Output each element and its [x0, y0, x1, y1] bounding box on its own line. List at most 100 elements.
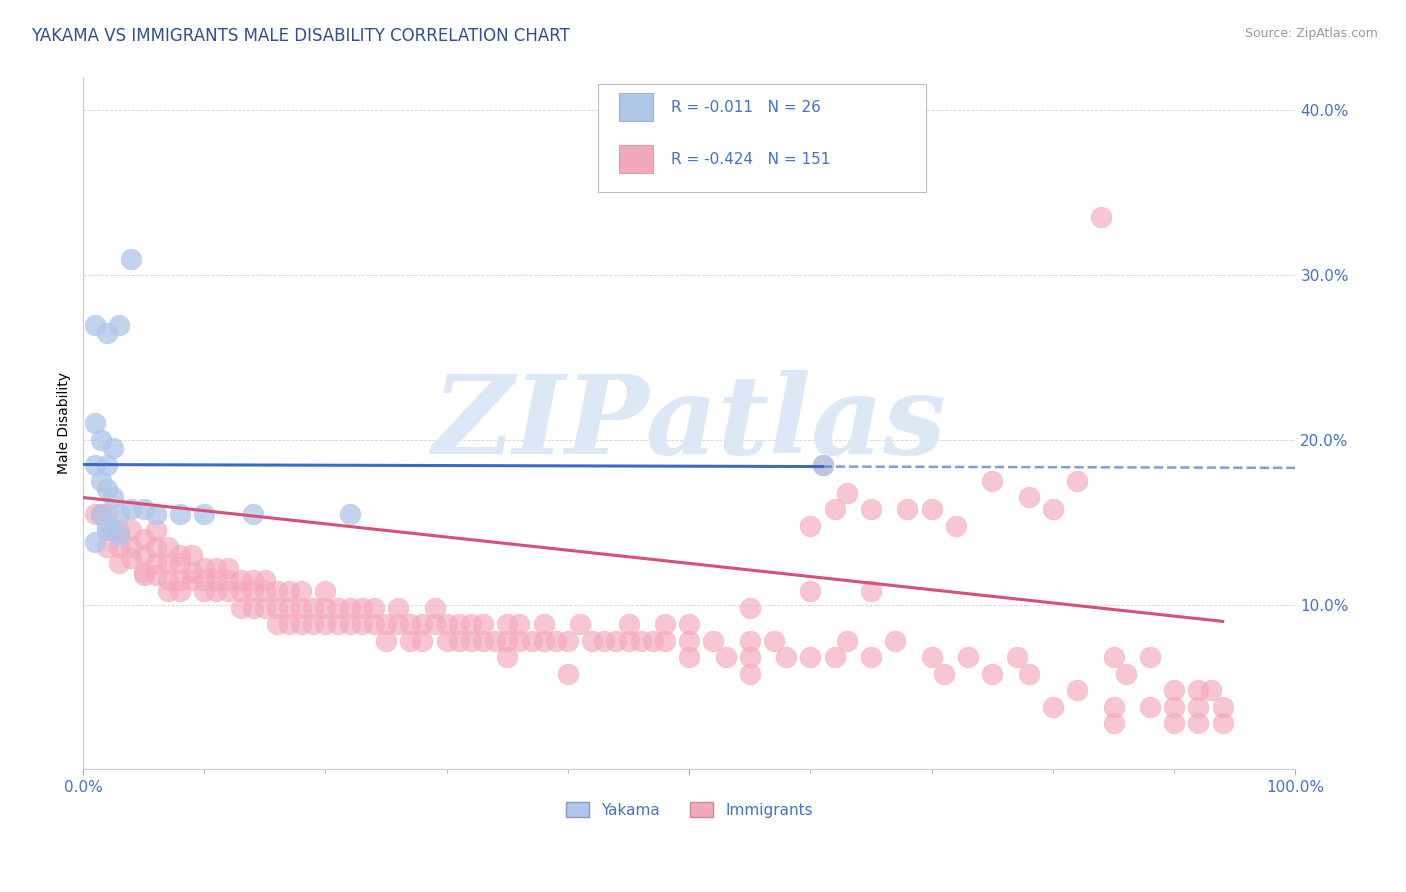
Point — [617, 633, 640, 648]
Point — [1102, 650, 1125, 665]
Point — [169, 548, 191, 562]
Point — [738, 650, 761, 665]
Point — [399, 617, 422, 632]
Point — [1090, 211, 1112, 225]
Point — [569, 617, 592, 632]
Point — [96, 507, 118, 521]
Point — [121, 502, 143, 516]
Point — [266, 617, 288, 632]
Point — [278, 584, 301, 599]
Point — [84, 318, 107, 332]
Point — [799, 650, 821, 665]
Point — [738, 633, 761, 648]
Point — [90, 433, 112, 447]
Point — [266, 584, 288, 599]
Point — [218, 561, 240, 575]
Point — [229, 573, 252, 587]
Point — [108, 528, 131, 542]
Point — [860, 650, 883, 665]
Point — [617, 617, 640, 632]
Point — [799, 584, 821, 599]
Point — [1163, 716, 1185, 731]
Point — [1187, 716, 1209, 731]
Point — [96, 483, 118, 497]
Point — [460, 617, 482, 632]
Point — [472, 617, 495, 632]
Point — [557, 666, 579, 681]
Point — [375, 617, 398, 632]
Point — [399, 633, 422, 648]
Point — [1212, 716, 1234, 731]
Point — [278, 617, 301, 632]
Point — [544, 633, 567, 648]
Point — [96, 540, 118, 554]
Point — [169, 507, 191, 521]
Point — [193, 507, 215, 521]
Point — [1115, 666, 1137, 681]
Point — [824, 502, 846, 516]
Point — [678, 650, 700, 665]
Point — [108, 524, 131, 538]
Point — [678, 633, 700, 648]
Point — [775, 650, 797, 665]
Point — [581, 633, 603, 648]
Text: Source: ZipAtlas.com: Source: ZipAtlas.com — [1244, 27, 1378, 40]
Point — [1163, 683, 1185, 698]
Point — [96, 326, 118, 340]
Point — [375, 633, 398, 648]
Point — [557, 633, 579, 648]
Point — [1018, 491, 1040, 505]
Point — [738, 600, 761, 615]
Point — [654, 617, 676, 632]
Point — [1212, 699, 1234, 714]
Point — [169, 573, 191, 587]
Point — [1102, 716, 1125, 731]
Point — [508, 617, 530, 632]
Point — [121, 551, 143, 566]
Text: ZIPatlas: ZIPatlas — [432, 369, 946, 477]
Point — [860, 584, 883, 599]
Point — [738, 666, 761, 681]
Point — [145, 557, 167, 571]
Point — [520, 633, 543, 648]
Point — [96, 524, 118, 538]
Point — [981, 666, 1004, 681]
Point — [90, 507, 112, 521]
Point — [1066, 474, 1088, 488]
Point — [339, 507, 361, 521]
Point — [193, 584, 215, 599]
Point — [242, 507, 264, 521]
Point — [1163, 699, 1185, 714]
Point — [1139, 650, 1161, 665]
Point — [896, 502, 918, 516]
Point — [193, 573, 215, 587]
Point — [229, 584, 252, 599]
FancyBboxPatch shape — [619, 145, 652, 173]
Point — [108, 540, 131, 554]
Text: R = -0.011   N = 26: R = -0.011 N = 26 — [671, 100, 821, 115]
Point — [84, 458, 107, 472]
Point — [1042, 502, 1064, 516]
Point — [363, 617, 385, 632]
Point — [714, 650, 737, 665]
Point — [702, 633, 724, 648]
Point — [253, 584, 276, 599]
Point — [266, 600, 288, 615]
Text: YAKAMA VS IMMIGRANTS MALE DISABILITY CORRELATION CHART: YAKAMA VS IMMIGRANTS MALE DISABILITY COR… — [31, 27, 569, 45]
Point — [1102, 699, 1125, 714]
Point — [169, 584, 191, 599]
Point — [84, 507, 107, 521]
Point — [484, 633, 506, 648]
Point — [630, 633, 652, 648]
Point — [436, 633, 458, 648]
Point — [302, 617, 325, 632]
Point — [884, 633, 907, 648]
Point — [169, 557, 191, 571]
Point — [945, 518, 967, 533]
Point — [302, 600, 325, 615]
Point — [835, 633, 858, 648]
Point — [957, 650, 980, 665]
Point — [314, 600, 336, 615]
Point — [654, 633, 676, 648]
Point — [290, 617, 312, 632]
